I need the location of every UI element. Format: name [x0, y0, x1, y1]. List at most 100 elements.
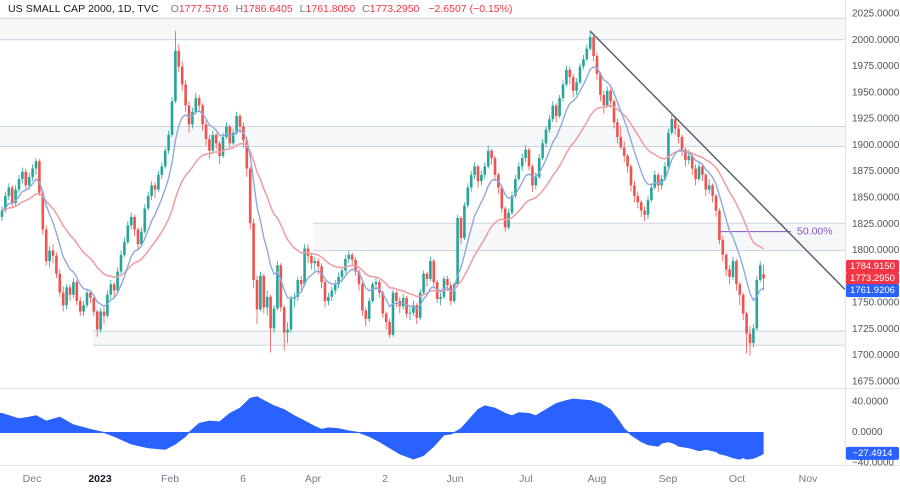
- candle: [622, 147, 626, 156]
- symbol-legend[interactable]: US SMALL CAP 2000, 1D, TVC O1777.5716 H1…: [8, 2, 512, 16]
- candle: [629, 166, 633, 186]
- time-axis-label: Oct: [729, 473, 745, 485]
- candle: [269, 296, 272, 329]
- candle: [163, 150, 167, 167]
- candle: [656, 174, 660, 186]
- candle: [31, 168, 34, 177]
- candle: [758, 265, 762, 281]
- candle: [95, 311, 99, 330]
- time-axis-label: Apr: [305, 473, 322, 485]
- candle: [510, 195, 514, 213]
- candle: [38, 161, 41, 193]
- candle: [255, 280, 259, 310]
- candle: [388, 322, 391, 335]
- time-axis-label: Dec: [23, 473, 42, 485]
- candle: [728, 269, 731, 277]
- candle: [17, 179, 21, 190]
- candle: [41, 192, 45, 230]
- candle: [405, 297, 408, 314]
- candle: [541, 143, 544, 159]
- candle: [282, 307, 286, 333]
- candle: [548, 119, 551, 130]
- price-axis-label: 1925.0000: [852, 114, 900, 125]
- candle: [741, 294, 745, 314]
- trendline[interactable]: [589, 30, 846, 290]
- change-readout: −2.6507 (−0.15%): [428, 3, 513, 15]
- price-axis-label: 1750.0000: [852, 298, 900, 309]
- pane-separators[interactable]: [0, 0, 900, 466]
- candle: [565, 69, 568, 85]
- candle: [724, 254, 728, 270]
- candle: [177, 50, 181, 67]
- time-axis[interactable]: Dec 2023 Feb 6 Apr 2 Jun Jul Aug Sep Oct Nov: [23, 473, 818, 485]
- candle: [582, 59, 585, 67]
- candle: [650, 187, 653, 201]
- candle: [721, 240, 725, 255]
- candle: [126, 225, 130, 243]
- candle: [395, 292, 398, 302]
- candle: [446, 278, 449, 286]
- candle: [374, 282, 378, 285]
- candle: [21, 171, 24, 180]
- candle: [456, 217, 459, 285]
- candle: [361, 284, 364, 311]
- candle: [544, 129, 548, 144]
- ma-slow-line[interactable]: [1, 104, 765, 298]
- candle: [89, 292, 92, 298]
- candle: [731, 261, 735, 277]
- candle: [133, 216, 136, 230]
- candle: [313, 261, 317, 264]
- oscillator-axis[interactable]: 40.0000 0.0000 −40.0000−27.4914: [846, 397, 899, 469]
- price-badge-1773.2950: 1773.2950: [846, 272, 899, 286]
- candle: [588, 37, 592, 49]
- candle: [197, 98, 201, 106]
- oscillator-axis-label: 40.0000: [852, 397, 889, 408]
- ma-fast-line[interactable]: [1, 65, 764, 310]
- price-axis-label: 1800.0000: [852, 245, 900, 256]
- time-axis-label: 2: [382, 473, 388, 485]
- candle: [578, 66, 582, 83]
- candle: [432, 261, 436, 283]
- candle: [602, 94, 606, 106]
- candle: [663, 166, 667, 180]
- candle: [116, 271, 119, 291]
- price-axis-label: 1875.0000: [852, 166, 900, 177]
- candle: [738, 284, 742, 295]
- candle: [391, 292, 395, 335]
- candle: [14, 189, 17, 204]
- candle: [109, 284, 113, 295]
- price-axis[interactable]: 2025.0000 2000.0000 1975.0000 1950.0000 1925…: [846, 9, 900, 388]
- candle: [143, 208, 147, 232]
- candle: [694, 168, 697, 180]
- candle: [534, 176, 538, 186]
- svg-text:1761.9206: 1761.9206: [850, 285, 895, 296]
- candle: [697, 166, 701, 180]
- candle: [123, 242, 126, 255]
- candle: [157, 174, 160, 190]
- oscillator-value-badge: −27.4914: [846, 446, 899, 460]
- candle: [762, 274, 765, 279]
- candle: [367, 301, 371, 319]
- candle: [48, 250, 51, 262]
- candle: [167, 134, 170, 151]
- candle: [235, 115, 238, 133]
- candle: [82, 305, 85, 312]
- candle: [616, 122, 619, 138]
- candle: [174, 50, 177, 102]
- candle: [384, 313, 388, 323]
- price-zones: [0, 17, 845, 346]
- price-axis-label: 2025.0000: [852, 9, 900, 20]
- candle: [605, 90, 609, 106]
- candle: [609, 90, 612, 102]
- candle: [225, 126, 228, 138]
- candle: [483, 166, 487, 175]
- candle: [265, 296, 269, 308]
- candle: [561, 84, 565, 99]
- candle: [554, 105, 558, 116]
- price-axis-label: 1950.0000: [852, 87, 900, 98]
- candle: [670, 119, 674, 133]
- candle: [65, 287, 68, 306]
- candle: [330, 290, 334, 297]
- candle: [194, 98, 198, 112]
